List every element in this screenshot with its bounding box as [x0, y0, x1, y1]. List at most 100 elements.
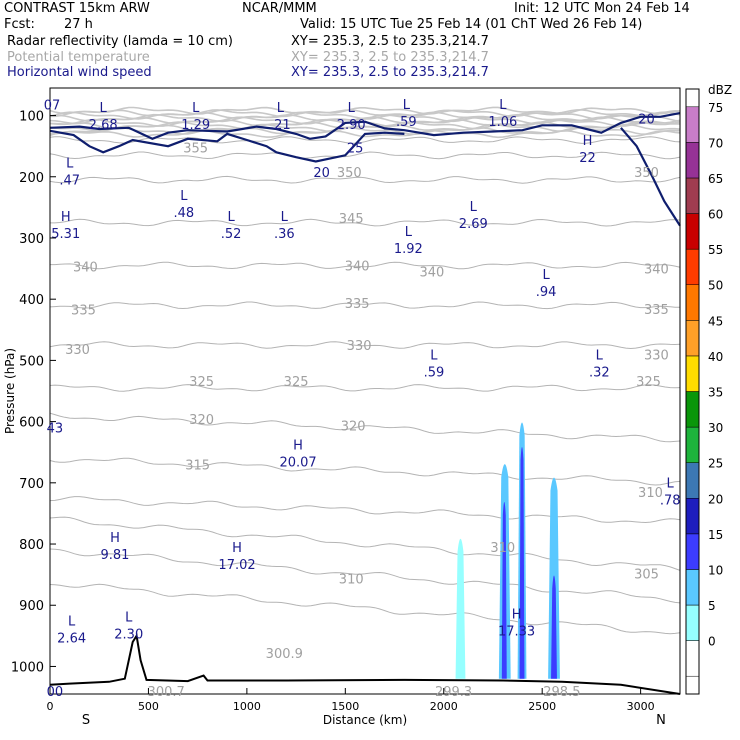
wind-extremum-marker: L [125, 611, 133, 626]
y-tick-label: 200 [19, 171, 44, 186]
colorbar-swatch [685, 213, 700, 250]
wind-extremum-value: 22 [579, 151, 596, 166]
x-tick-label: 1500 [331, 700, 359, 713]
reflectivity-cell [501, 502, 507, 679]
wind-contour-label: 20 [313, 166, 330, 181]
y-tick-label: 900 [19, 599, 44, 614]
theta-label: 335 [345, 297, 370, 312]
wind-extremum-value: 1.06 [488, 115, 517, 130]
y-tick-label: 700 [19, 477, 44, 492]
wind-extremum-value: .32 [589, 366, 610, 381]
x-tick-label: 2000 [430, 700, 458, 713]
edge-label: 00 [47, 685, 64, 700]
wind-extremum-marker: L [277, 101, 285, 116]
wind-extremum-value: 2.64 [57, 631, 86, 646]
model-title: CONTRAST 15km ARW [4, 1, 150, 16]
wind-contour-20 [49, 129, 405, 163]
theta-label: 335 [71, 304, 96, 319]
theta-label: 340 [644, 263, 669, 278]
wind-extremum-value: .78 [660, 494, 681, 509]
theta-contour-line [49, 496, 681, 524]
forecast-hour: 27 h [64, 17, 93, 32]
wind-extremum-marker: L [281, 210, 289, 225]
field-reflectivity-xy: XY= 235.3, 2.5 to 235.3,214.7 [291, 34, 489, 49]
wind-extremum-value: 17.02 [218, 558, 255, 573]
plot-border [49, 87, 681, 695]
theta-contour-line [49, 126, 681, 136]
colorbar-tick-label: 65 [708, 172, 723, 186]
theta-label: 330 [347, 339, 372, 354]
colorbar-swatch [685, 248, 700, 285]
theta-label: 320 [341, 419, 366, 434]
theta-label: 350 [337, 166, 362, 181]
wind-extremum-marker: L [100, 101, 108, 116]
colorbar-tick-label: 25 [708, 457, 723, 471]
wind-extremum-marker: L [470, 200, 478, 215]
theta-label: 310 [339, 572, 364, 587]
wind-extremum-marker: L [180, 189, 188, 204]
x-end-label-south: S [82, 713, 90, 728]
colorbar-tick-label: 75 [708, 101, 723, 115]
axes: 100 200 300 400 500 600 700 800 900 1000 0 500 1000 1… [3, 110, 666, 728]
field-theta-xy: XY= 235.3, 2.5 to 235.3,214.7 [291, 50, 489, 65]
theta-label: 325 [636, 375, 661, 390]
theta-contour-line [50, 218, 681, 227]
wind-extremum-marker: L [348, 101, 356, 116]
colorbar-swatch [685, 320, 700, 357]
edge-label: 43 [47, 422, 64, 437]
wind-extremum-marker: L [403, 98, 411, 113]
theta-contour-line [49, 175, 681, 184]
theta-label: 330 [65, 343, 90, 358]
colorbar-swatch [685, 391, 700, 428]
theta-label: 310 [490, 541, 515, 556]
theta-contours [49, 106, 681, 635]
colorbar-swatch [685, 462, 700, 499]
wind-extremum-marker: H [61, 210, 71, 225]
field-reflectivity-name: Radar reflectivity (lamda = 10 cm) [7, 34, 233, 49]
theta-contour-line [50, 261, 681, 270]
wind-extremum-value: 20.07 [279, 456, 316, 471]
wind-extremum-value: 1.29 [181, 118, 210, 133]
colorbar-tick-label: 70 [708, 136, 723, 150]
field-theta-name: Potential temperature [7, 50, 150, 65]
field-wind-name: Horizontal wind speed [7, 65, 152, 80]
theta-label: 300.7 [148, 685, 185, 700]
wind-extremum-value: .94 [536, 285, 557, 300]
wind-extremum-marker: L [68, 614, 76, 629]
theta-label: 299.3 [435, 685, 472, 700]
theta-label: 330 [644, 348, 669, 363]
y-tick-label: 300 [19, 232, 44, 247]
colorbar-tick-label: 35 [708, 386, 723, 400]
x-tick-label: 2500 [528, 700, 556, 713]
colorbar-swatch [685, 426, 700, 463]
y-tick-label: 800 [19, 538, 44, 553]
colorbar-tick-label: 20 [708, 492, 723, 506]
theta-label: 320 [189, 413, 214, 428]
valid-time: Valid: 15 UTC Tue 25 Feb 14 (01 ChT Wed … [300, 17, 643, 32]
wind-extremum-value: 5.31 [51, 227, 80, 242]
x-axis-title: Distance (km) [323, 713, 407, 727]
org-label: NCAR/MMM [242, 1, 317, 16]
theta-label: 335 [644, 303, 669, 318]
wind-extremum-marker: L [192, 101, 200, 116]
colorbar-tick-label: 10 [708, 563, 723, 577]
wind-extremum-value: 1.92 [394, 242, 423, 257]
colorbar-border [685, 88, 700, 695]
wind-extremum-marker: L [499, 98, 507, 113]
theta-contour-line [49, 548, 681, 604]
theta-contour-line [49, 384, 681, 392]
theta-contour-line [49, 457, 681, 486]
terrain [49, 633, 681, 695]
wind-extremum-marker: L [667, 477, 675, 492]
wind-extremum-marker: L [543, 268, 551, 283]
wind-extremum-value: 9.81 [100, 548, 129, 563]
y-tick-label: 600 [19, 416, 44, 431]
wind-extremum-value: .36 [274, 227, 295, 242]
field-wind-xy: XY= 235.3, 2.5 to 235.3,214.7 [291, 65, 489, 80]
wind-extremum-marker: H [110, 531, 120, 546]
init-time: Init: 12 UTC Mon 24 Feb 14 [514, 1, 690, 16]
edge-label: 07 [44, 99, 61, 114]
wind-extremum-value: .48 [174, 206, 195, 221]
colorbar-swatch [685, 498, 700, 535]
